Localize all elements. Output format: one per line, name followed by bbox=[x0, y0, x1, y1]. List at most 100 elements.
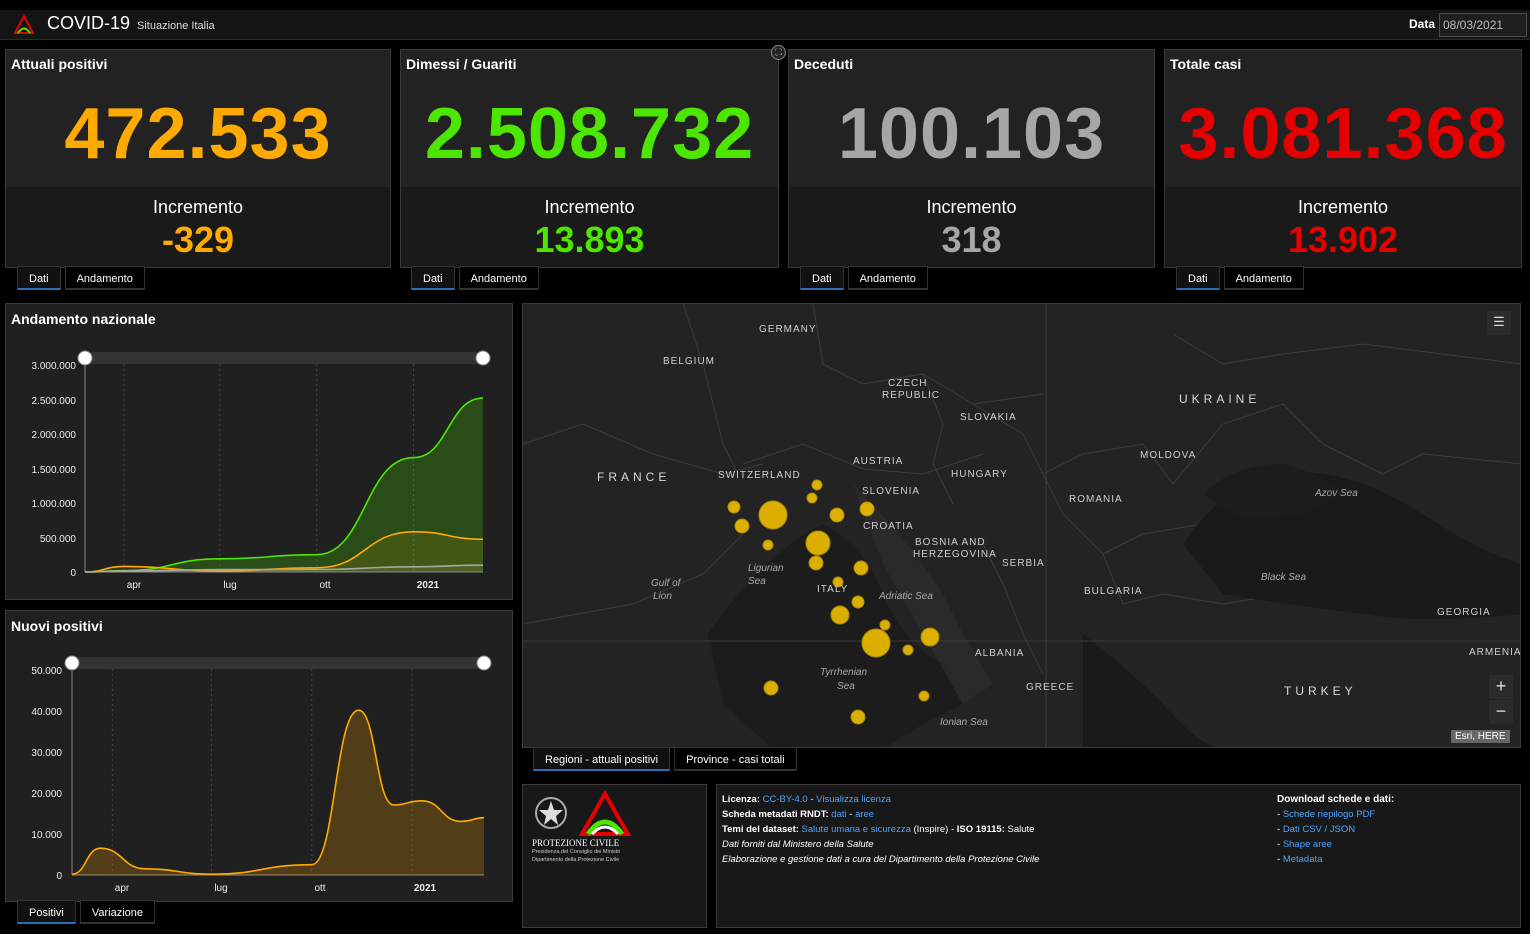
tab-andamento[interactable]: Andamento bbox=[64, 266, 145, 290]
download-link-shape[interactable]: Shape aree bbox=[1282, 839, 1332, 850]
x-tick-label: lug bbox=[223, 580, 236, 591]
zoom-in-button[interactable]: + bbox=[1489, 675, 1513, 699]
card-tabs: Dati Andamento bbox=[17, 266, 145, 290]
region-bubble[interactable] bbox=[918, 690, 930, 702]
chart-title: Nuovi positivi bbox=[11, 618, 103, 634]
increment-label: Incremento bbox=[926, 197, 1017, 217]
range-slider-track[interactable] bbox=[72, 657, 484, 669]
map-label: MOLDOVA bbox=[1140, 450, 1197, 461]
fullscreen-icon[interactable]: ⛶ bbox=[771, 45, 786, 60]
y-tick-label: 0 bbox=[70, 568, 76, 579]
tab-andamento[interactable]: Andamento bbox=[847, 266, 928, 290]
tab-variazione[interactable]: Variazione bbox=[79, 900, 156, 924]
y-tick-label: 3.000.000 bbox=[32, 361, 77, 372]
view-license-link[interactable]: Visualizza licenza bbox=[816, 794, 891, 805]
rndt-aree-link[interactable]: aree bbox=[855, 809, 875, 820]
map-label: TURKEY bbox=[1284, 684, 1357, 698]
rndt-line: Scheda metadati RNDT: dati - aree bbox=[722, 809, 875, 820]
license-separator: - bbox=[807, 794, 817, 805]
region-bubble[interactable] bbox=[805, 530, 831, 556]
note-ministero: Dati forniti dal Ministero della Salute bbox=[722, 839, 874, 850]
italian-emblem-icon bbox=[535, 797, 567, 829]
card-value: 3.081.368 bbox=[1178, 94, 1508, 174]
tab-regioni-attuali-positivi[interactable]: Regioni - attuali positivi bbox=[533, 747, 671, 771]
download-link-csv-json[interactable]: Dati CSV / JSON bbox=[1282, 824, 1356, 835]
footer-info-panel: Licenza: CC-BY-4.0 - Visualizza licenza … bbox=[716, 784, 1521, 928]
iso-text: Salute bbox=[1007, 824, 1035, 835]
region-bubble[interactable] bbox=[851, 595, 865, 609]
map-sea-label: Lion bbox=[653, 591, 672, 602]
tab-dati[interactable]: Dati bbox=[17, 266, 61, 290]
download-item: - Shape aree bbox=[1277, 839, 1332, 850]
tab-province-casi-totali[interactable]: Province - casi totali bbox=[674, 747, 797, 771]
region-bubble[interactable] bbox=[859, 501, 875, 517]
andamento-chart: 3.000.000 2.500.000 2.000.000 1.500.000 … bbox=[32, 350, 491, 591]
nuovi-tabs: Positivi Variazione bbox=[17, 900, 156, 924]
date-input[interactable] bbox=[1439, 13, 1527, 37]
map-sea-label: Gulf of bbox=[651, 578, 681, 589]
tab-andamento[interactable]: Andamento bbox=[1223, 266, 1304, 290]
series-area bbox=[85, 531, 483, 572]
map-label: ALBANIA bbox=[975, 648, 1025, 659]
rndt-dati-link[interactable]: dati bbox=[831, 809, 847, 820]
zoom-out-button[interactable]: − bbox=[1489, 700, 1513, 724]
y-tick-label: 30.000 bbox=[31, 748, 62, 759]
y-tick-label: 500.000 bbox=[40, 534, 77, 545]
region-bubble[interactable] bbox=[829, 507, 845, 523]
map-label: HUNGARY bbox=[951, 469, 1008, 480]
license-link[interactable]: CC-BY-4.0 bbox=[762, 794, 808, 805]
download-link-pdf[interactable]: Schede riepilogo PDF bbox=[1282, 809, 1376, 820]
region-bubble[interactable] bbox=[811, 479, 823, 491]
card-title: Dimessi / Guariti bbox=[406, 56, 517, 72]
map-label: BULGARIA bbox=[1084, 586, 1143, 597]
map-sea-label: Azov Sea bbox=[1315, 488, 1358, 499]
increment-label: Incremento bbox=[1297, 197, 1389, 217]
tab-positivi[interactable]: Positivi bbox=[17, 900, 76, 924]
map-label: GERMANY bbox=[759, 324, 817, 335]
footer-logo-panel: PROTEZIONE CIVILE Presidenza del Consigl… bbox=[522, 784, 707, 928]
map-label: SLOVENIA bbox=[862, 486, 921, 497]
region-bubble[interactable] bbox=[806, 492, 818, 504]
range-slider-handle-right[interactable] bbox=[475, 350, 491, 366]
y-tick-label: 10.000 bbox=[31, 830, 62, 841]
region-bubble[interactable] bbox=[808, 555, 824, 571]
tab-andamento[interactable]: Andamento bbox=[458, 266, 539, 290]
region-bubble[interactable] bbox=[861, 628, 891, 658]
tab-dati[interactable]: Dati bbox=[411, 266, 455, 290]
region-bubble[interactable] bbox=[853, 560, 869, 576]
region-bubble[interactable] bbox=[850, 709, 866, 725]
tab-dati[interactable]: Dati bbox=[800, 266, 844, 290]
region-bubble[interactable] bbox=[879, 619, 891, 631]
y-tick-label: 50.000 bbox=[31, 666, 62, 677]
download-link-metadata[interactable]: Metadata bbox=[1282, 854, 1323, 865]
temi-link[interactable]: Salute umana e sicurezza bbox=[801, 824, 911, 835]
tab-dati[interactable]: Dati bbox=[1176, 266, 1220, 290]
region-bubble[interactable] bbox=[830, 605, 850, 625]
map-legend-list-icon[interactable]: ☰ bbox=[1487, 311, 1511, 335]
map[interactable]: GERMANY BELGIUM CZECH REPUBLIC SLOVAKIA … bbox=[522, 303, 1521, 748]
range-slider-track[interactable] bbox=[85, 352, 483, 364]
region-bubble[interactable] bbox=[763, 680, 779, 696]
region-bubble[interactable] bbox=[832, 576, 844, 588]
app-title: COVID-19 bbox=[47, 13, 131, 33]
map-label: SLOVAKIA bbox=[960, 412, 1017, 423]
map-sea-label: Adriatic Sea bbox=[879, 591, 933, 602]
region-bubble[interactable] bbox=[762, 539, 774, 551]
map-label: ROMANIA bbox=[1069, 494, 1123, 505]
card-totale-casi: Totale casi 3.081.368 Incremento 13.902 bbox=[1164, 49, 1522, 268]
y-tick-label: 1.500.000 bbox=[32, 465, 77, 476]
region-bubble[interactable] bbox=[727, 500, 741, 514]
range-slider-handle-right[interactable] bbox=[476, 655, 492, 671]
card-title: Totale casi bbox=[1170, 56, 1242, 72]
y-tick-label: 20.000 bbox=[31, 789, 62, 800]
region-bubble[interactable] bbox=[734, 518, 750, 534]
temi-line: Temi del dataset: Salute umana e sicurez… bbox=[722, 824, 1034, 835]
region-bubble[interactable] bbox=[920, 627, 940, 647]
range-slider-handle-left[interactable] bbox=[77, 350, 93, 366]
card-value: 472.533 bbox=[64, 94, 332, 174]
region-bubble[interactable] bbox=[758, 500, 788, 530]
card-tabs: Dati Andamento bbox=[1176, 266, 1304, 290]
range-slider-handle-left[interactable] bbox=[64, 655, 80, 671]
map-tabs: Regioni - attuali positivi Province - ca… bbox=[533, 747, 797, 771]
region-bubble[interactable] bbox=[902, 644, 914, 656]
